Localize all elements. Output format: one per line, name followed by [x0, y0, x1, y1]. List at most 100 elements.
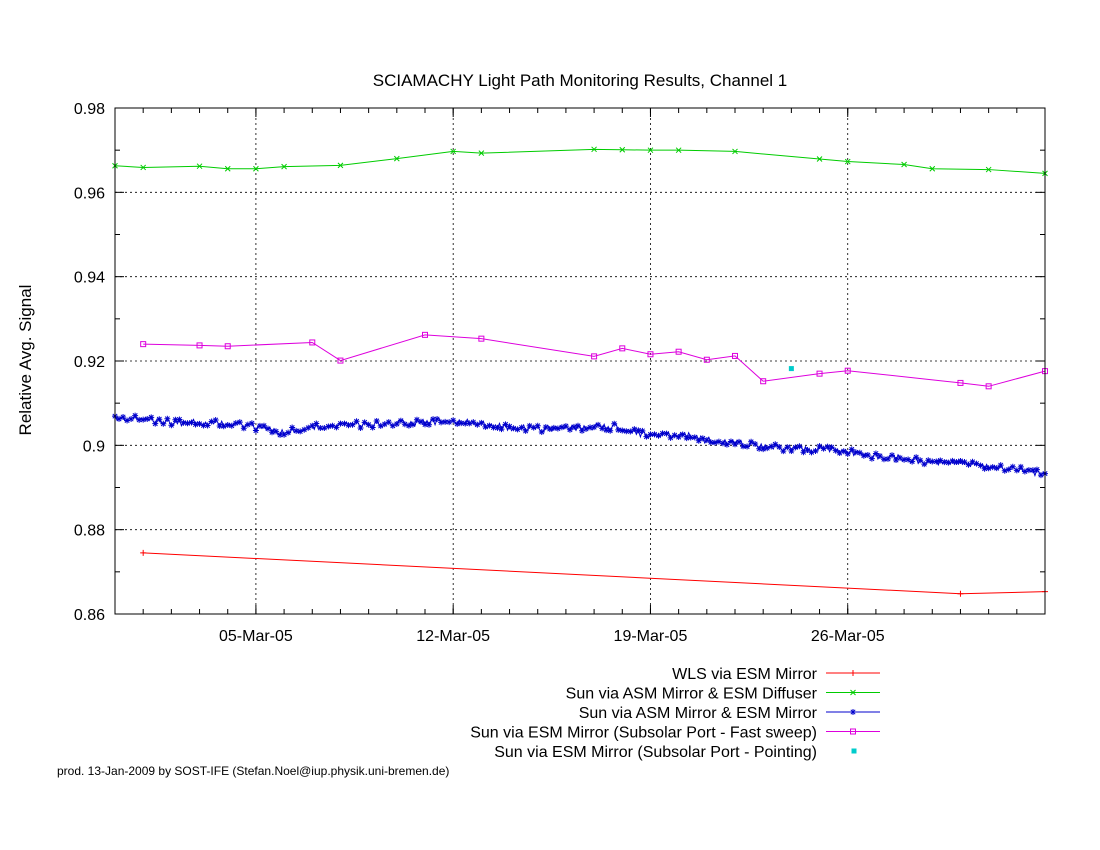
y-axis-ticks: 0.86 0.88 0.9 0.92 0.94 0.96 0.98 — [74, 101, 1045, 624]
data-point — [240, 425, 247, 432]
data-point — [595, 421, 602, 428]
data-point — [667, 434, 674, 441]
data-point — [534, 422, 541, 429]
data-point — [695, 437, 702, 444]
legend-label: WLS via ESM Mirror — [672, 666, 818, 683]
data-point — [732, 148, 738, 155]
data-point — [851, 748, 857, 754]
data-point — [381, 421, 388, 428]
data-point — [253, 165, 259, 172]
data-point — [703, 437, 710, 444]
data-point — [981, 465, 988, 472]
data-point — [309, 422, 316, 429]
data-point — [192, 421, 199, 428]
data-point — [224, 422, 231, 429]
data-point — [599, 425, 606, 432]
data-point — [349, 421, 356, 428]
y-tick-label: 0.94 — [74, 270, 105, 287]
data-point — [325, 423, 332, 430]
x-tick-label: 19-Mar-05 — [614, 628, 688, 645]
data-point — [1025, 467, 1032, 474]
data-point — [128, 415, 135, 422]
data-point — [478, 419, 485, 426]
data-point — [1033, 466, 1040, 473]
data-point — [281, 431, 288, 438]
data-point — [264, 425, 271, 432]
data-point — [365, 421, 372, 428]
data-point — [691, 434, 698, 441]
data-point — [152, 420, 159, 427]
y-axis-label: Relative Avg. Signal — [16, 285, 35, 436]
data-point — [937, 457, 944, 464]
data-point — [760, 446, 767, 453]
data-point — [309, 339, 316, 346]
data-point — [852, 449, 859, 456]
data-point — [313, 420, 320, 427]
data-point — [442, 418, 449, 425]
data-point — [772, 441, 779, 448]
data-point — [337, 420, 344, 427]
data-point — [273, 428, 280, 435]
data-point — [756, 445, 763, 452]
data-point — [880, 456, 887, 463]
data-point — [1005, 466, 1012, 473]
data-point — [345, 422, 352, 429]
data-point — [405, 422, 412, 429]
data-point — [337, 162, 344, 169]
data-point — [844, 158, 851, 165]
data-point — [921, 461, 928, 468]
data-point — [542, 424, 549, 431]
data-point — [369, 424, 376, 431]
data-point — [635, 427, 642, 434]
data-point — [361, 419, 368, 426]
data-point — [917, 457, 924, 464]
data-point — [426, 421, 433, 428]
data-point — [180, 419, 187, 426]
data-point — [997, 462, 1004, 469]
data-point — [297, 428, 304, 435]
data-point — [820, 445, 827, 452]
data-point — [679, 431, 686, 438]
data-point — [176, 416, 183, 423]
y-tick-label: 0.88 — [74, 523, 105, 540]
data-point — [893, 457, 900, 464]
data-point — [655, 432, 662, 439]
data-point — [623, 428, 630, 435]
data-point — [413, 416, 420, 423]
data-point — [385, 419, 392, 426]
data-point — [120, 413, 127, 420]
legend-label: Sun via ASM Mirror & ESM Diffuser — [566, 686, 818, 703]
data-point — [200, 422, 207, 429]
data-point — [486, 422, 493, 429]
data-point — [506, 423, 513, 430]
data-point — [587, 424, 594, 431]
legend-label: Sun via ESM Mirror (Subsolar Port - Fast… — [470, 725, 817, 742]
series-line — [143, 552, 1046, 595]
data-point — [824, 443, 831, 450]
data-point — [474, 421, 481, 428]
data-point — [945, 459, 952, 466]
data-point — [941, 459, 948, 466]
legend: WLS via ESM Mirror Sun via ASM Mirror & E… — [470, 666, 880, 761]
data-point — [985, 465, 992, 472]
data-point — [494, 424, 501, 431]
data-point — [792, 444, 799, 451]
data-point — [615, 426, 622, 433]
data-point — [224, 343, 231, 350]
data-point — [409, 421, 416, 428]
data-point — [285, 429, 292, 436]
data-point — [570, 423, 577, 430]
data-point — [1009, 463, 1016, 470]
data-point — [591, 424, 598, 431]
data-point — [788, 448, 795, 455]
data-point — [140, 164, 147, 171]
data-point — [196, 420, 203, 427]
data-point — [204, 422, 211, 429]
data-point — [868, 455, 875, 462]
data-point — [466, 420, 473, 427]
data-point — [554, 425, 561, 432]
data-point — [502, 421, 509, 428]
data-point — [591, 353, 598, 360]
data-point — [844, 367, 851, 374]
data-point — [711, 439, 718, 446]
